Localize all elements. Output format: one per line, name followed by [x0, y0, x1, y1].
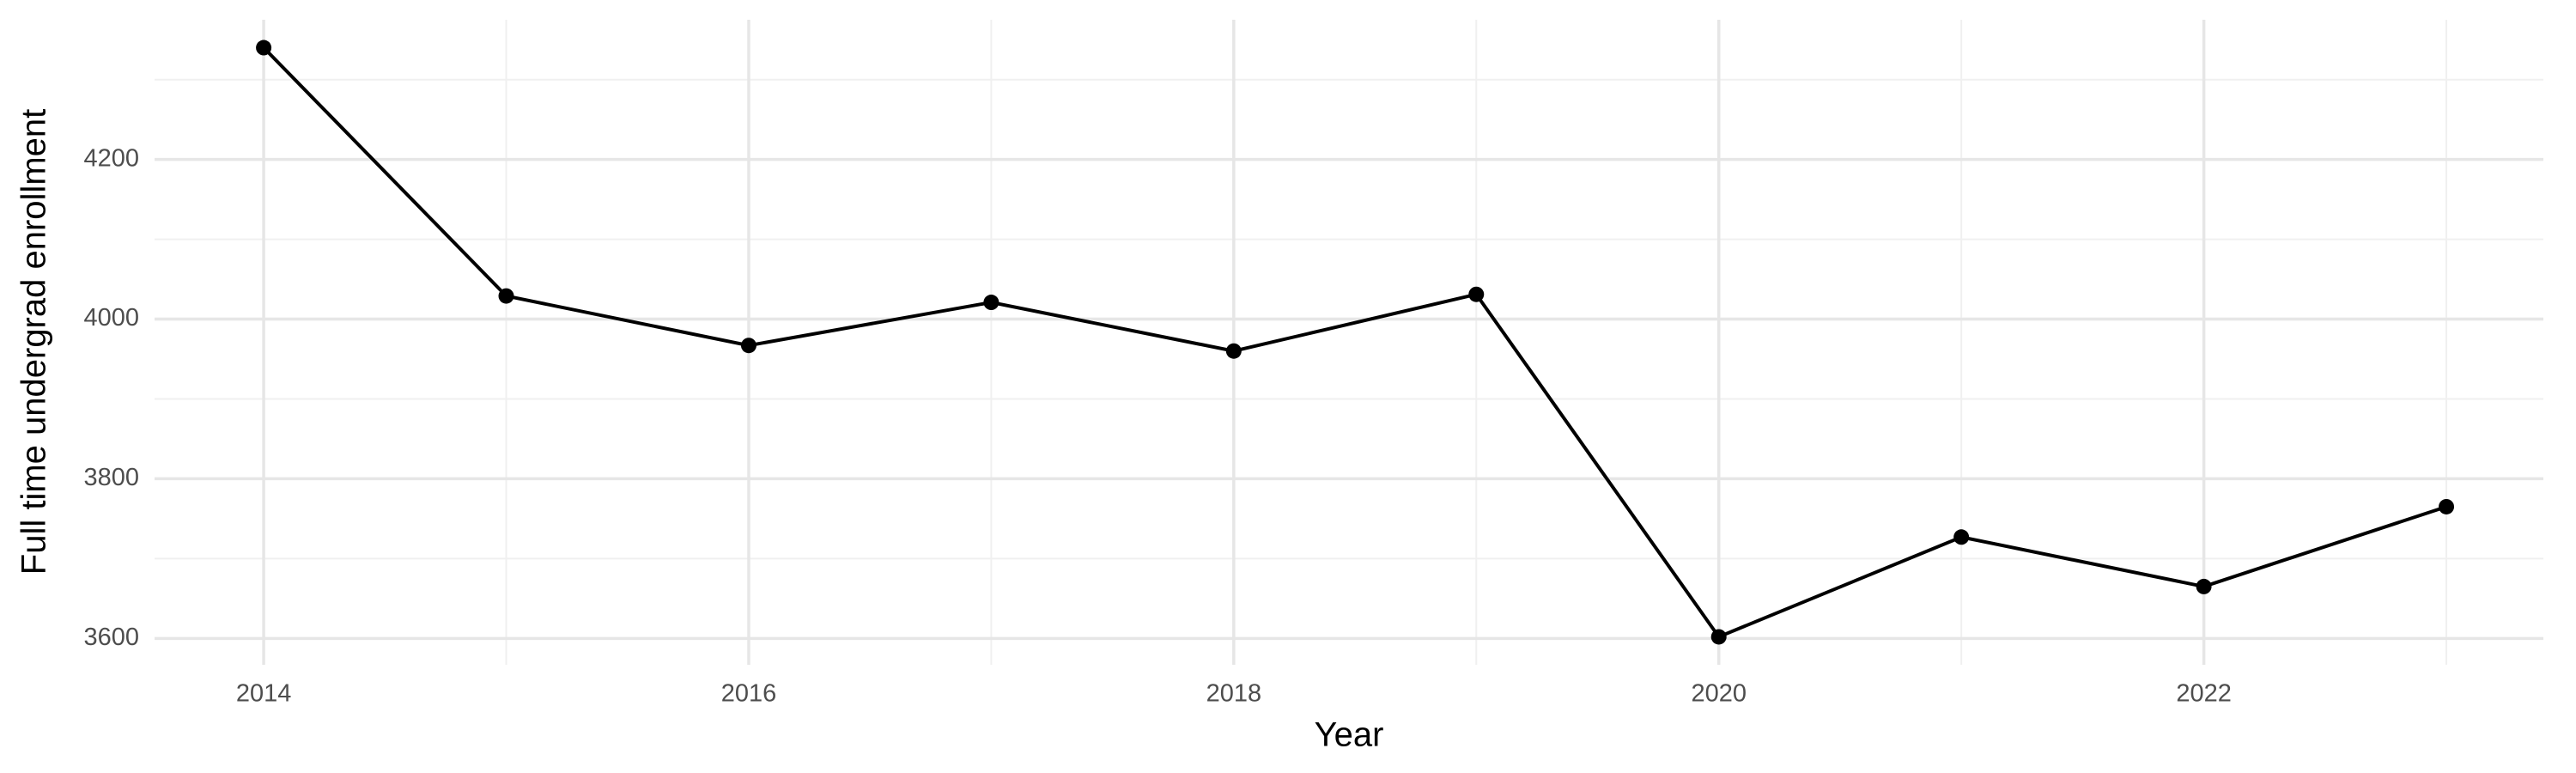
line	[262, 46, 2447, 639]
x-tick-label: 2020	[1691, 680, 1747, 708]
y-tick-label: 3600	[83, 624, 139, 651]
point	[256, 40, 272, 56]
y-tick-label: 4000	[83, 304, 139, 332]
point	[498, 288, 514, 304]
x-tick-label: 2014	[236, 680, 292, 708]
y-axis-title: Full time undergrad enrollment	[15, 109, 53, 575]
point	[1225, 343, 1242, 359]
point	[1953, 529, 1970, 545]
y-tick-label: 4200	[83, 144, 139, 172]
x-tick-label: 2022	[2176, 680, 2232, 708]
point	[2196, 578, 2212, 594]
y-tick-label: 3800	[83, 464, 139, 491]
x-tick-label: 2016	[721, 680, 777, 708]
x-tick-label: 2018	[1206, 680, 1262, 708]
point	[740, 338, 756, 354]
x-axis-title: Year	[1315, 716, 1384, 754]
point	[1710, 629, 1727, 645]
point	[2439, 498, 2455, 514]
point	[983, 295, 999, 311]
point	[1468, 286, 1485, 302]
